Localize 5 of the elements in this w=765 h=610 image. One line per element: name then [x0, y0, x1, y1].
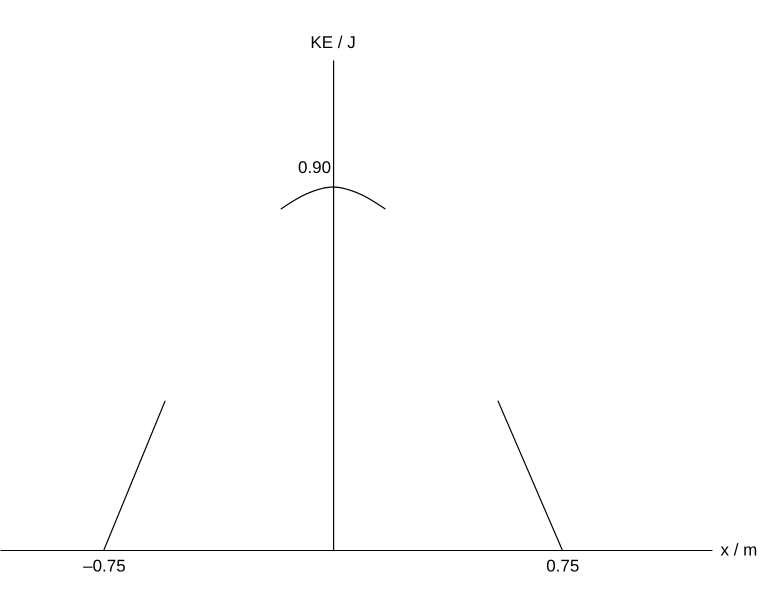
annotation: 0.90: [298, 158, 332, 178]
text: KE / J: [310, 33, 356, 52]
x-tick-label: 0.75: [546, 556, 580, 576]
x-tick-label: –0.75: [83, 556, 126, 576]
x-axis-title: x / m: [720, 540, 758, 560]
